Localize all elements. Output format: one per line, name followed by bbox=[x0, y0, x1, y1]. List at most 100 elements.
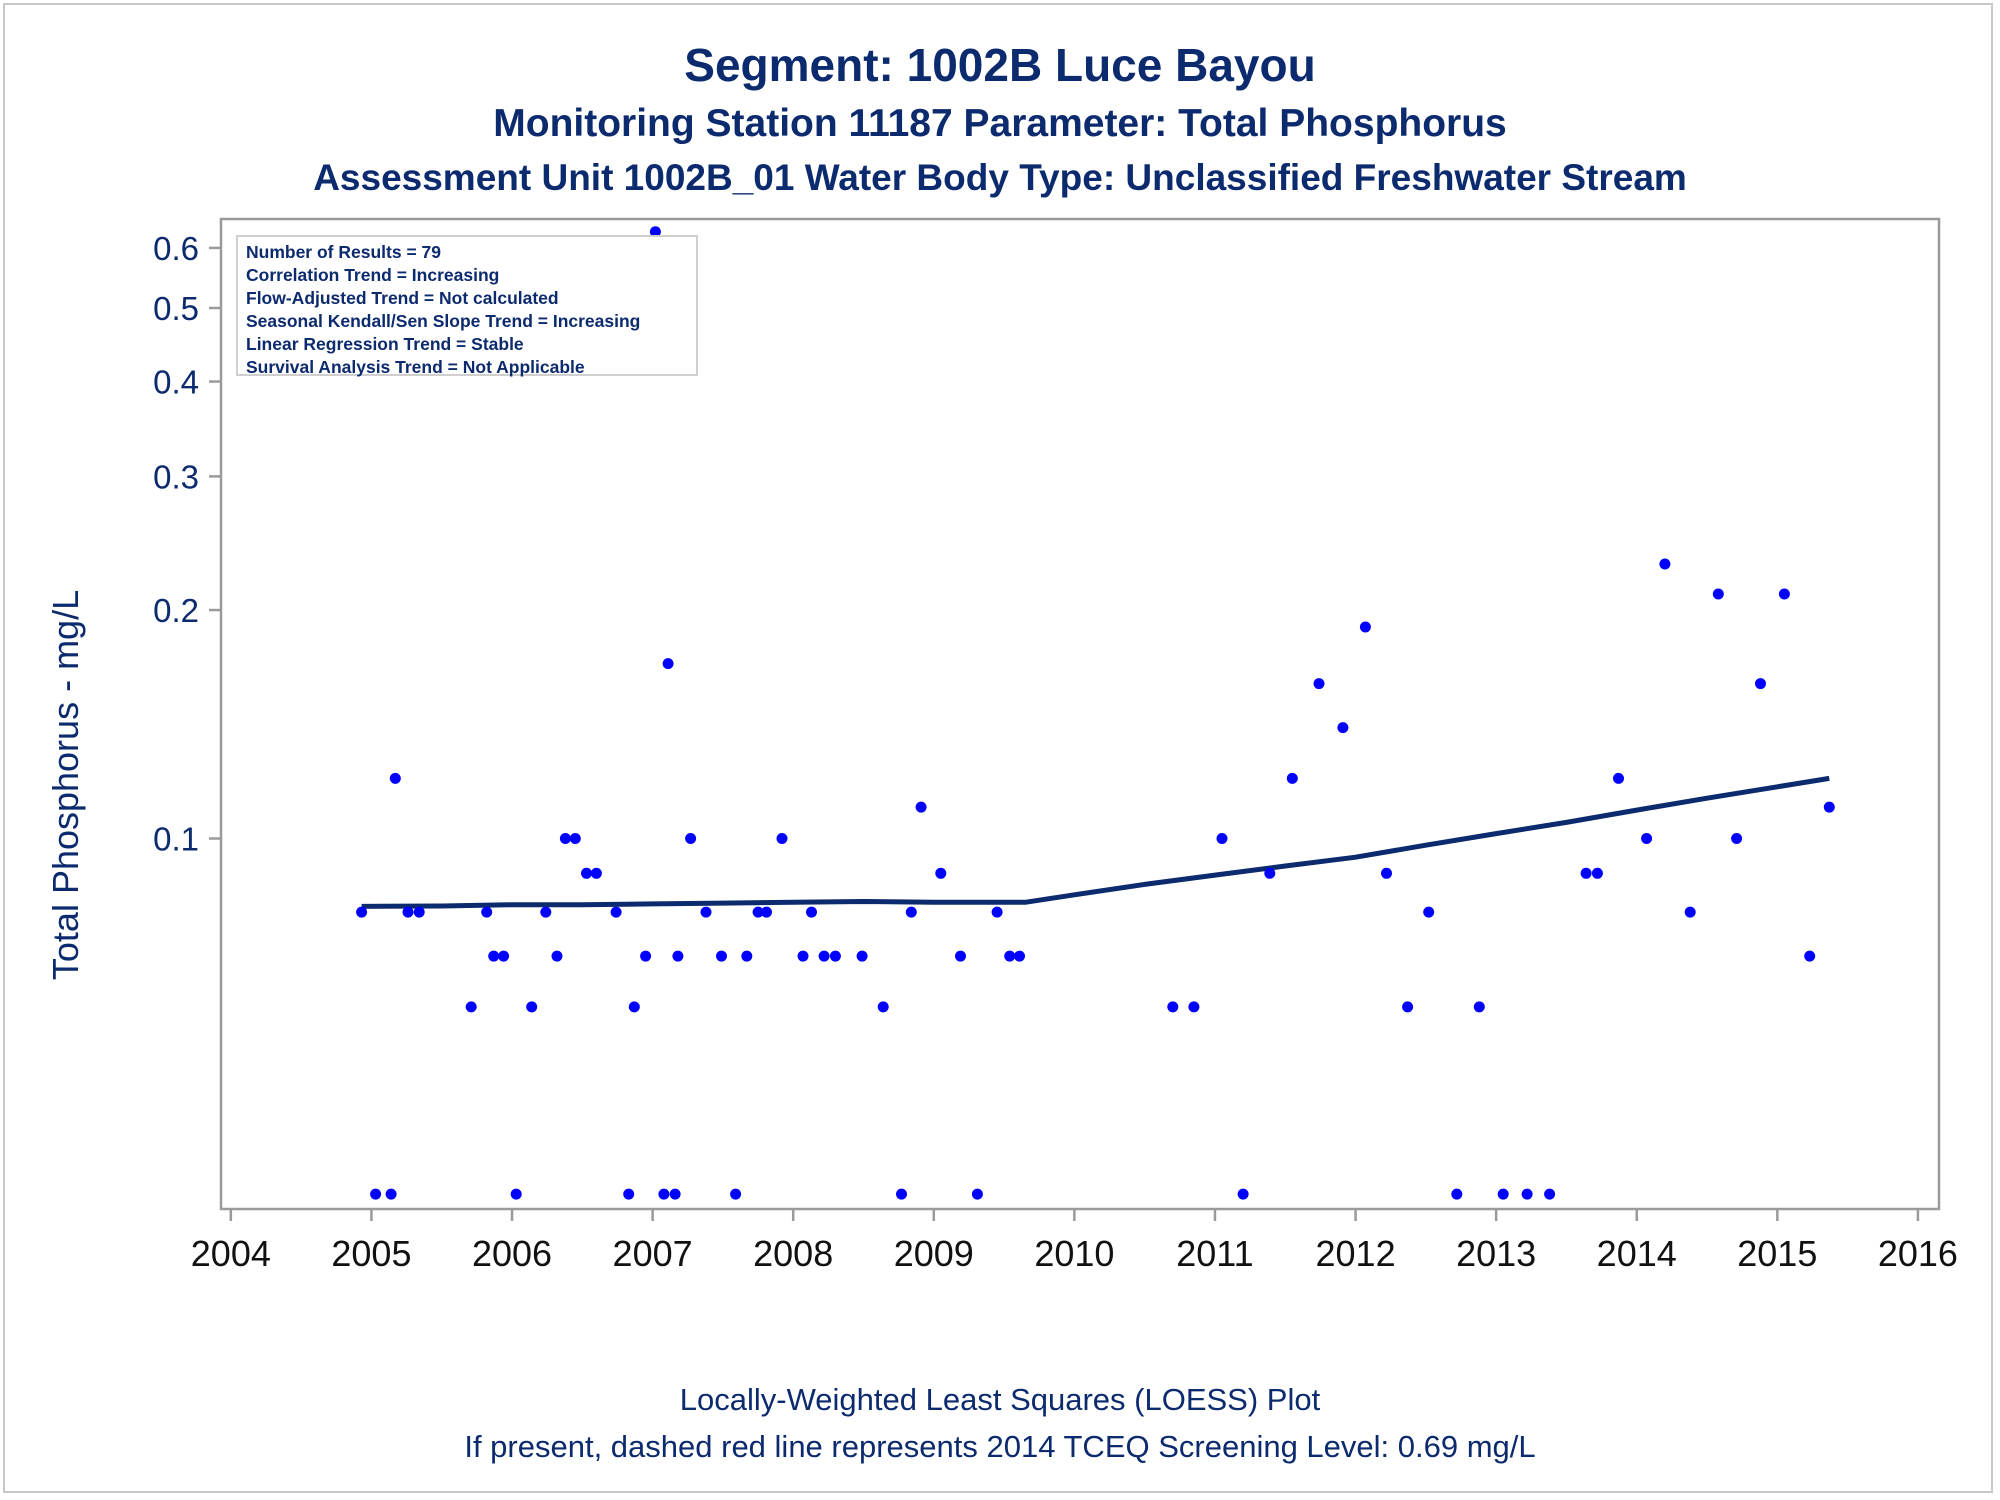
x-tick-label: 2007 bbox=[613, 1233, 693, 1274]
data-point bbox=[551, 950, 563, 962]
footnote-screening-level: If present, dashed red line represents 2… bbox=[464, 1429, 1536, 1464]
data-point bbox=[1591, 867, 1603, 879]
data-point bbox=[465, 1001, 477, 1013]
data-point bbox=[1167, 1001, 1179, 1013]
data-point bbox=[610, 906, 622, 918]
data-point bbox=[1613, 772, 1624, 784]
data-point bbox=[1014, 950, 1025, 962]
data-point bbox=[356, 906, 368, 918]
data-point bbox=[559, 833, 571, 844]
y-tick-label: 0.4 bbox=[153, 364, 199, 401]
y-tick-label: 0.6 bbox=[153, 230, 199, 267]
y-tick-label: 0.5 bbox=[153, 290, 199, 327]
data-point bbox=[752, 906, 764, 918]
data-point bbox=[1286, 772, 1298, 784]
data-point bbox=[856, 950, 868, 962]
x-tick-label: 2006 bbox=[472, 1233, 552, 1274]
data-point bbox=[1451, 1188, 1463, 1200]
x-tick-label: 2005 bbox=[331, 1233, 411, 1274]
y-axis-label: Total Phosphorus - mg/L bbox=[45, 589, 86, 981]
data-point bbox=[481, 906, 493, 918]
data-point bbox=[1641, 833, 1653, 844]
y-tick-label: 0.2 bbox=[153, 592, 199, 629]
stat-number-of-results: Number of Results = 79 bbox=[246, 242, 441, 262]
x-tick-label: 2009 bbox=[894, 1233, 974, 1274]
data-point bbox=[776, 833, 788, 844]
data-point bbox=[1823, 801, 1835, 813]
stat-survival-analysis-trend: Survival Analysis Trend = Not Applicable bbox=[246, 357, 585, 377]
data-point bbox=[1778, 588, 1790, 600]
data-point bbox=[955, 950, 966, 962]
data-point bbox=[623, 1188, 635, 1200]
stat-seasonal-kendall-trend: Seasonal Kendall/Sen Slope Trend = Incre… bbox=[246, 311, 641, 331]
data-point bbox=[540, 906, 552, 918]
data-point bbox=[498, 950, 510, 962]
data-point bbox=[1237, 1188, 1249, 1200]
data-point bbox=[1731, 833, 1743, 844]
data-point bbox=[905, 906, 917, 918]
x-tick-label: 2012 bbox=[1316, 1233, 1396, 1274]
data-point bbox=[1381, 867, 1392, 879]
data-point bbox=[818, 950, 830, 962]
x-tick-label: 2014 bbox=[1597, 1233, 1677, 1274]
data-point bbox=[1216, 833, 1228, 844]
data-point bbox=[797, 950, 809, 962]
data-point bbox=[685, 833, 697, 844]
data-point bbox=[526, 1001, 538, 1013]
data-point bbox=[700, 906, 712, 918]
data-point bbox=[730, 1188, 742, 1200]
y-tick-label: 0.1 bbox=[153, 821, 199, 858]
x-tick-label: 2016 bbox=[1878, 1233, 1958, 1274]
data-point bbox=[1544, 1188, 1556, 1200]
stat-linear-regression-trend: Linear Regression Trend = Stable bbox=[246, 334, 524, 354]
x-tick-label: 2008 bbox=[753, 1233, 833, 1274]
data-point bbox=[1755, 678, 1766, 690]
data-point bbox=[1659, 558, 1671, 570]
plot-border bbox=[219, 217, 1941, 1211]
data-point bbox=[991, 906, 1003, 918]
data-point bbox=[806, 906, 817, 918]
data-point bbox=[413, 906, 425, 918]
stat-flow-adjusted-trend: Flow-Adjusted Trend = Not calculated bbox=[246, 288, 559, 308]
x-tick-label: 2013 bbox=[1456, 1233, 1536, 1274]
data-point bbox=[716, 950, 727, 962]
data-point bbox=[829, 950, 841, 962]
data-point bbox=[488, 950, 500, 962]
data-point bbox=[1337, 722, 1349, 734]
data-point bbox=[662, 658, 674, 670]
loess-line bbox=[361, 775, 1830, 909]
data-point bbox=[1497, 1188, 1509, 1200]
data-point bbox=[1521, 1188, 1533, 1200]
data-point bbox=[581, 867, 592, 879]
footnote-loess: Locally-Weighted Least Squares (LOESS) P… bbox=[679, 1382, 1321, 1417]
data-point bbox=[896, 1188, 907, 1200]
data-point bbox=[389, 772, 401, 784]
data-point bbox=[569, 833, 581, 844]
data-point bbox=[672, 950, 684, 962]
x-tick-label: 2015 bbox=[1737, 1233, 1817, 1274]
data-point bbox=[1712, 588, 1724, 600]
data-point bbox=[1359, 621, 1371, 633]
data-point bbox=[510, 1188, 522, 1200]
chart-title: Segment: 1002B Luce Bayou bbox=[684, 39, 1316, 91]
chart-subtitle-2: Assessment Unit 1002B_01 Water Body Type… bbox=[313, 157, 1687, 198]
data-point bbox=[1473, 1001, 1485, 1013]
data-point bbox=[658, 1188, 670, 1200]
data-point bbox=[971, 1188, 983, 1200]
data-point bbox=[761, 906, 772, 918]
data-point bbox=[935, 867, 947, 879]
data-point bbox=[590, 867, 602, 879]
data-point bbox=[669, 1188, 681, 1200]
data-point bbox=[1580, 867, 1592, 879]
chart-subtitle: Monitoring Station 11187 Parameter: Tota… bbox=[493, 102, 1507, 145]
x-tick-label: 2010 bbox=[1034, 1233, 1114, 1274]
data-point bbox=[649, 226, 661, 238]
y-tick-label: 0.3 bbox=[153, 458, 199, 495]
data-point bbox=[1264, 867, 1276, 879]
x-tick-label: 2011 bbox=[1176, 1233, 1253, 1274]
data-point bbox=[1313, 678, 1325, 690]
data-point bbox=[385, 1188, 397, 1200]
data-point bbox=[1684, 906, 1696, 918]
data-point bbox=[628, 1001, 640, 1013]
data-point bbox=[1188, 1001, 1200, 1013]
